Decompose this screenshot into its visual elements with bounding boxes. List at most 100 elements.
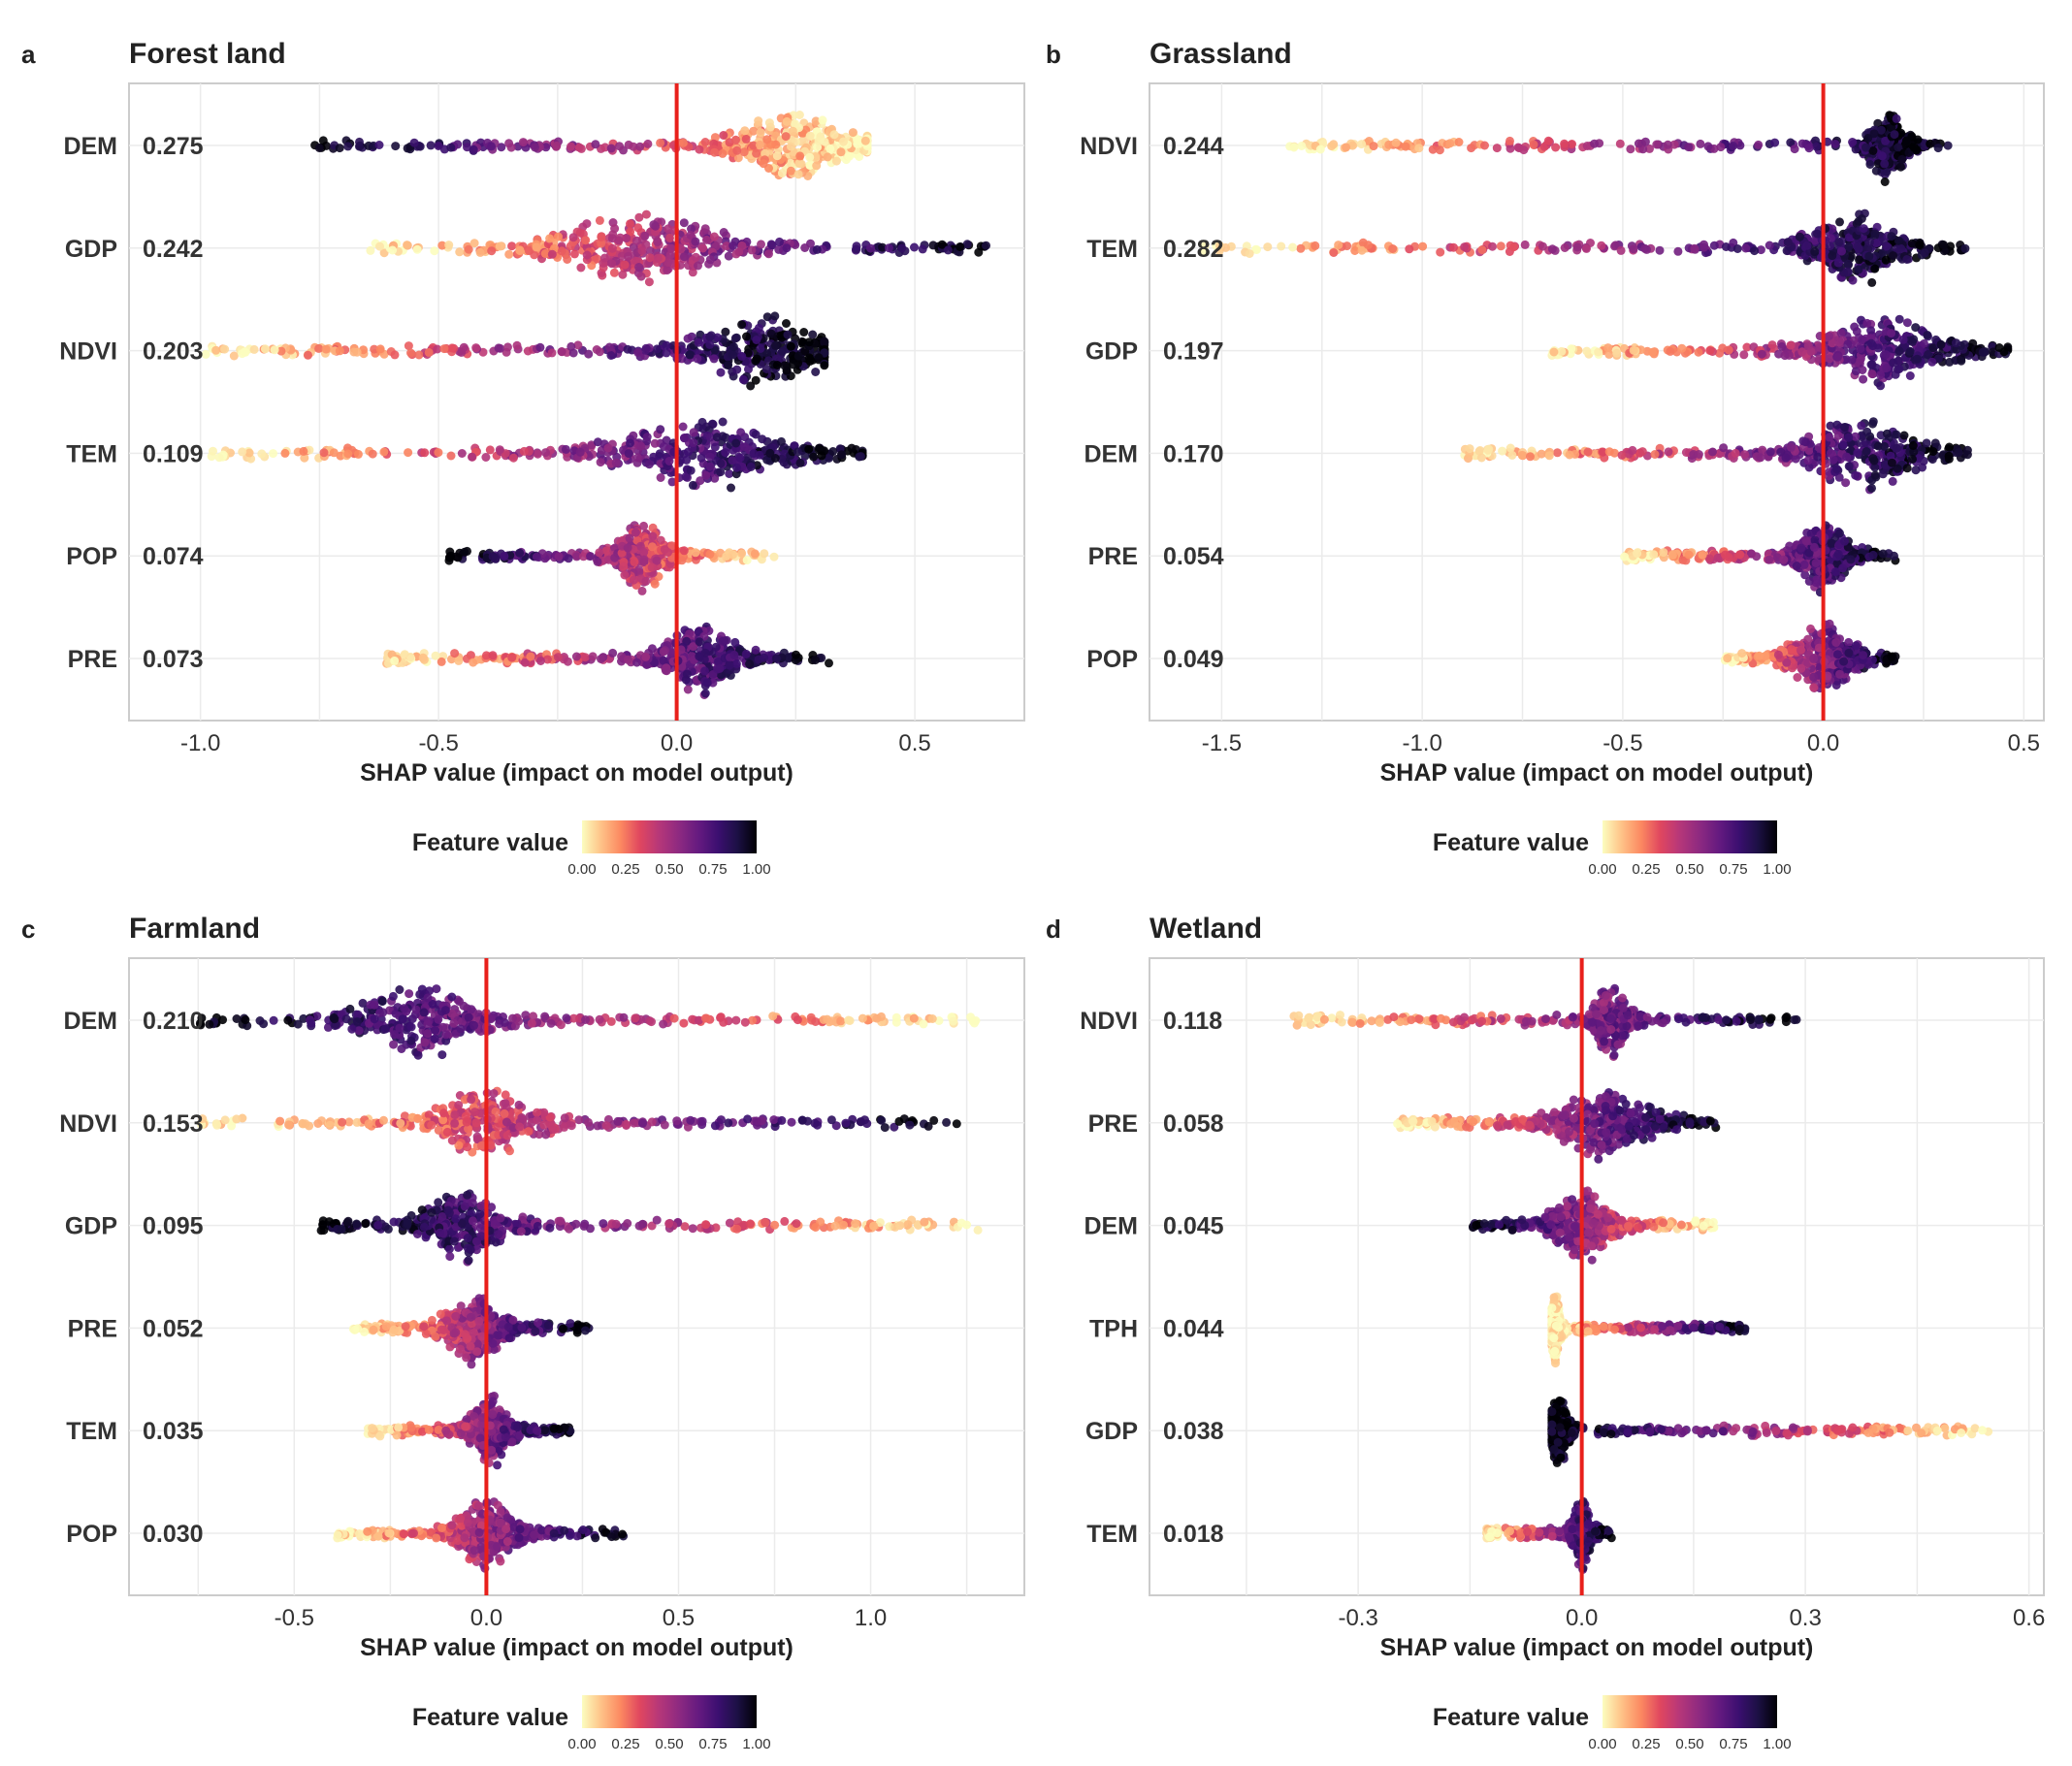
shap-point — [761, 365, 771, 373]
shap-point — [661, 665, 670, 675]
shap-point — [1854, 265, 1863, 274]
shap-point — [1832, 465, 1842, 474]
shap-point — [1505, 144, 1515, 153]
shap-point — [314, 343, 324, 353]
shap-point — [1514, 144, 1524, 153]
shap-point — [1604, 447, 1614, 457]
shap-point — [634, 212, 644, 222]
shap-point — [414, 350, 424, 360]
shap-point — [760, 653, 769, 662]
shap-point — [754, 116, 763, 126]
shap-point — [457, 449, 467, 458]
shap-point — [518, 138, 528, 147]
shap-point — [702, 678, 712, 688]
shap-point — [1830, 140, 1840, 148]
shap-point — [304, 350, 312, 360]
shap-point — [1739, 350, 1749, 360]
shap-point — [712, 433, 722, 442]
shap-point — [1405, 244, 1414, 254]
shap-point — [1802, 241, 1812, 250]
shap-point — [1480, 141, 1489, 150]
shap-point — [617, 548, 627, 558]
shap-point — [1488, 241, 1497, 251]
shap-point — [1927, 357, 1937, 367]
shap-point — [1732, 244, 1742, 253]
shap-point — [626, 219, 634, 229]
shap-point — [700, 689, 710, 698]
shap-point — [343, 142, 353, 151]
shap-point — [710, 442, 720, 452]
shap-point — [1520, 240, 1530, 249]
shap-point — [1871, 166, 1881, 176]
shap-point — [1930, 438, 1940, 448]
shap-point — [656, 473, 665, 482]
shap-point — [793, 447, 802, 457]
shap-point — [471, 343, 481, 353]
shap-point — [530, 250, 539, 260]
shap-point — [1626, 144, 1635, 154]
shap-point — [1667, 550, 1677, 560]
shap-point — [1509, 242, 1518, 252]
shap-point — [1847, 355, 1857, 365]
shap-point — [595, 548, 604, 558]
shap-point — [1652, 140, 1662, 149]
shap-point — [335, 144, 344, 153]
shap-point — [552, 141, 562, 150]
shap-point — [648, 531, 658, 541]
shap-point — [705, 339, 715, 349]
shap-point — [751, 375, 761, 385]
shap-point — [1862, 143, 1870, 152]
shap-point — [778, 346, 787, 356]
shap-point — [1810, 247, 1820, 257]
shap-point — [762, 135, 772, 144]
shap-point — [506, 143, 516, 152]
shap-point — [563, 255, 572, 264]
shap-point — [1868, 454, 1878, 464]
shap-point — [795, 458, 805, 467]
shap-point — [770, 311, 780, 321]
shap-point — [464, 244, 473, 254]
feature-row-pop — [444, 521, 779, 595]
shap-point — [633, 223, 643, 233]
shap-point — [1848, 138, 1858, 146]
shap-point — [1813, 452, 1823, 462]
shap-point — [1505, 136, 1514, 145]
shap-point — [1795, 232, 1804, 241]
shap-point — [1781, 453, 1791, 463]
shap-point — [756, 343, 765, 353]
shap-point — [728, 550, 737, 560]
shap-point — [656, 425, 665, 434]
shap-point — [1870, 470, 1880, 480]
shap-point — [1882, 429, 1892, 438]
shap-point — [623, 543, 632, 553]
shap-point — [1933, 144, 1943, 153]
shap-point — [639, 555, 649, 564]
shap-point — [716, 459, 726, 468]
shap-point — [593, 254, 602, 264]
shap-point — [744, 365, 753, 374]
shap-point — [818, 115, 827, 125]
shap-point — [1694, 347, 1703, 357]
shap-point — [765, 122, 775, 132]
shap-point — [640, 231, 650, 241]
shap-point — [1498, 446, 1507, 456]
shap-point — [1709, 241, 1719, 250]
shap-point — [1913, 135, 1923, 144]
shap-point — [814, 353, 824, 363]
shap-point — [694, 261, 702, 271]
shap-point — [695, 637, 704, 647]
shap-point — [260, 344, 270, 354]
shap-point — [943, 245, 953, 255]
shap-point — [737, 549, 747, 559]
shap-point — [368, 449, 377, 459]
shap-point — [1445, 139, 1455, 148]
shap-point — [434, 142, 443, 150]
shap-point — [1876, 381, 1886, 391]
shap-point — [586, 552, 596, 562]
panel-letter: b — [1046, 40, 1061, 69]
shap-point — [742, 332, 751, 341]
shap-point — [1887, 232, 1896, 241]
shap-point — [568, 348, 578, 358]
shap-point — [1289, 143, 1299, 152]
shap-point — [431, 651, 440, 660]
